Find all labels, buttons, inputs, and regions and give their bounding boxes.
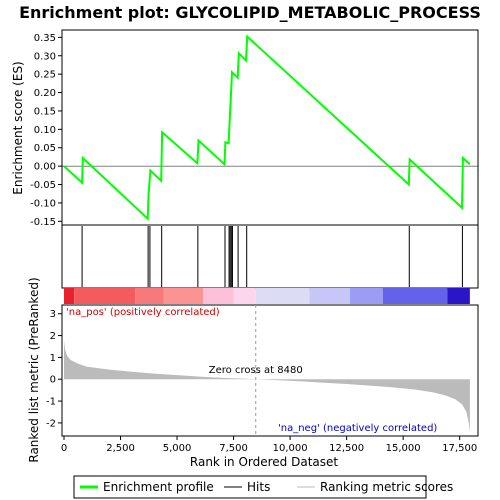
es-axis-label: Enrichment score (ES) <box>11 61 25 194</box>
rank-axis-ticks: 0 2,500 5,000 7,500 10,000 12,500 15,000 17,500 <box>61 436 477 454</box>
es-tick-label: 0.20 <box>34 88 56 99</box>
color-bar-segment <box>255 288 310 304</box>
color-bar-segment <box>64 288 75 304</box>
rank-axis-label: Rank in Ordered Dataset <box>190 455 338 469</box>
color-bar-segment <box>350 288 383 304</box>
color-bar-segment <box>163 288 204 304</box>
ranked-metric-frame <box>61 304 479 437</box>
ranking-metric-area <box>64 341 470 432</box>
es-tick-label: 0.05 <box>34 143 56 154</box>
rank-tick-label: 7,500 <box>219 443 248 454</box>
ranking-color-bar <box>64 288 470 304</box>
chart-title: Enrichment plot: GLYCOLIPID_METABOLIC_PR… <box>19 3 481 22</box>
color-bar-segment <box>135 288 164 304</box>
color-bar-segment <box>233 288 256 304</box>
legend-box <box>73 475 427 499</box>
es-axis-ticks: -0.15 -0.10 -0.05 0.00 0.05 0.10 0.15 0.20 0.25 0… <box>30 33 62 228</box>
rank-tick-label: 2,500 <box>106 443 135 454</box>
metric-tick-label: 1 <box>50 353 56 364</box>
es-tick-label: -0.15 <box>30 217 56 228</box>
es-tick-label: 0.30 <box>34 51 56 62</box>
es-tick-label: 0.10 <box>34 125 56 136</box>
negative-correlation-label: 'na_neg' (negatively correlated) <box>278 423 437 434</box>
ranked-metric-panel: -2 -1 0 1 2 3 Zero cross at 8480 'na_pos' (po… <box>27 277 479 463</box>
zero-cross-label: Zero cross at 8480 <box>209 365 303 376</box>
es-tick-label: -0.10 <box>30 198 56 209</box>
es-tick-label: -0.05 <box>30 180 56 191</box>
rank-tick-label: 0 <box>61 443 67 454</box>
metric-tick-label: 2 <box>50 331 56 342</box>
color-bar-segment <box>382 288 448 304</box>
hits-panel <box>61 224 479 289</box>
es-tick-label: 0.25 <box>34 70 56 81</box>
metric-tick-label: 0 <box>50 375 56 386</box>
positive-correlation-label: 'na_pos' (positively correlated) <box>66 307 220 318</box>
es-tick-label: 0.15 <box>34 106 56 117</box>
color-bar-segment <box>309 288 351 304</box>
metric-tick-label: 3 <box>50 309 56 320</box>
hit-lines <box>81 226 463 287</box>
color-bar-segment <box>203 288 234 304</box>
es-tick-label: 0.35 <box>34 33 56 44</box>
legend-label: Enrichment profile <box>103 480 214 494</box>
es-tick-label: 0.00 <box>34 162 56 173</box>
metric-tick-label: -2 <box>46 418 56 429</box>
metric-tick-label: -1 <box>46 397 56 408</box>
rank-tick-label: 10,000 <box>273 443 308 454</box>
rank-tick-label: 5,000 <box>163 443 192 454</box>
legend-label: Hits <box>247 480 270 494</box>
legend: Enrichment profile Hits Ranking metric sco… <box>73 475 453 499</box>
rank-tick-label: 17,500 <box>442 443 477 454</box>
rank-tick-label: 12,500 <box>329 443 364 454</box>
color-bar-segment <box>447 288 470 304</box>
rank-tick-label: 15,000 <box>386 443 421 454</box>
legend-label: Ranking metric scores <box>320 480 453 494</box>
color-bar-segment <box>74 288 136 304</box>
metric-axis-label: Ranked list metric (PreRanked) <box>27 277 41 462</box>
metric-axis-ticks: -2 -1 0 1 2 3 <box>46 309 62 429</box>
enrichment-panel: -0.15 -0.10 -0.05 0.00 0.05 0.10 0.15 0.20 0.25 0… <box>11 29 479 228</box>
legend-items: Enrichment profile Hits Ranking metric sco… <box>80 480 453 494</box>
enrichment-profile-line <box>63 34 471 221</box>
